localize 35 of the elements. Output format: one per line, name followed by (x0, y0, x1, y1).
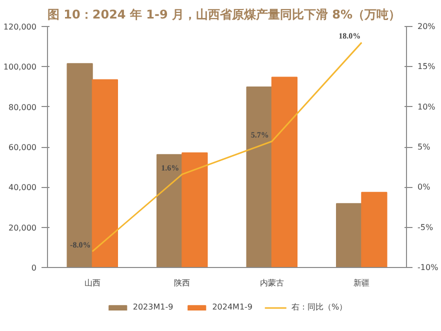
y2-tick-label: 5% (418, 142, 431, 152)
bar (156, 154, 183, 268)
y2-tick-label: 20% (418, 22, 436, 31)
y-tick-label: 20,000 (8, 223, 37, 232)
y2-tick-label: 15% (418, 62, 436, 72)
y2-tick-label: 10% (418, 102, 436, 112)
legend-label: 2023M1-9 (132, 302, 174, 312)
data-label: 5.7% (250, 130, 269, 140)
x-tick-label: 内蒙古 (260, 278, 284, 288)
bar (92, 79, 118, 268)
y-tick-label: 60,000 (8, 143, 37, 152)
y2-tick-label: -10% (418, 263, 439, 272)
line-series (92, 42, 362, 252)
y-tick-label: 0 (31, 264, 37, 272)
y-tick-label: 120,000 (3, 22, 37, 32)
legend-label: 右：同比（%） (292, 302, 348, 312)
bar (66, 63, 93, 268)
y-tick-label: 100,000 (3, 62, 37, 72)
bar (271, 76, 298, 268)
data-label: 18.0% (338, 32, 361, 41)
x-tick-label: 新疆 (354, 278, 370, 288)
data-label: -8.0% (70, 240, 91, 250)
x-tick-label: 陕西 (174, 278, 190, 288)
y-tick-label: 40,000 (8, 183, 37, 192)
y-tick-label: 80,000 (8, 102, 37, 112)
y2-tick-label: -5% (418, 222, 434, 232)
data-label: 1.6% (161, 163, 180, 172)
legend-label: 2024M1-9 (212, 302, 253, 312)
bar (182, 152, 208, 268)
y2-tick-label: 0% (418, 182, 431, 192)
bar (246, 86, 272, 268)
bar (336, 203, 362, 268)
x-tick-label: 山西 (84, 278, 100, 288)
chart-title: 图 10：2024 年 1-9 月，山西省原煤产量同比下滑 8%（万吨） (48, 8, 401, 22)
bar (361, 192, 388, 268)
